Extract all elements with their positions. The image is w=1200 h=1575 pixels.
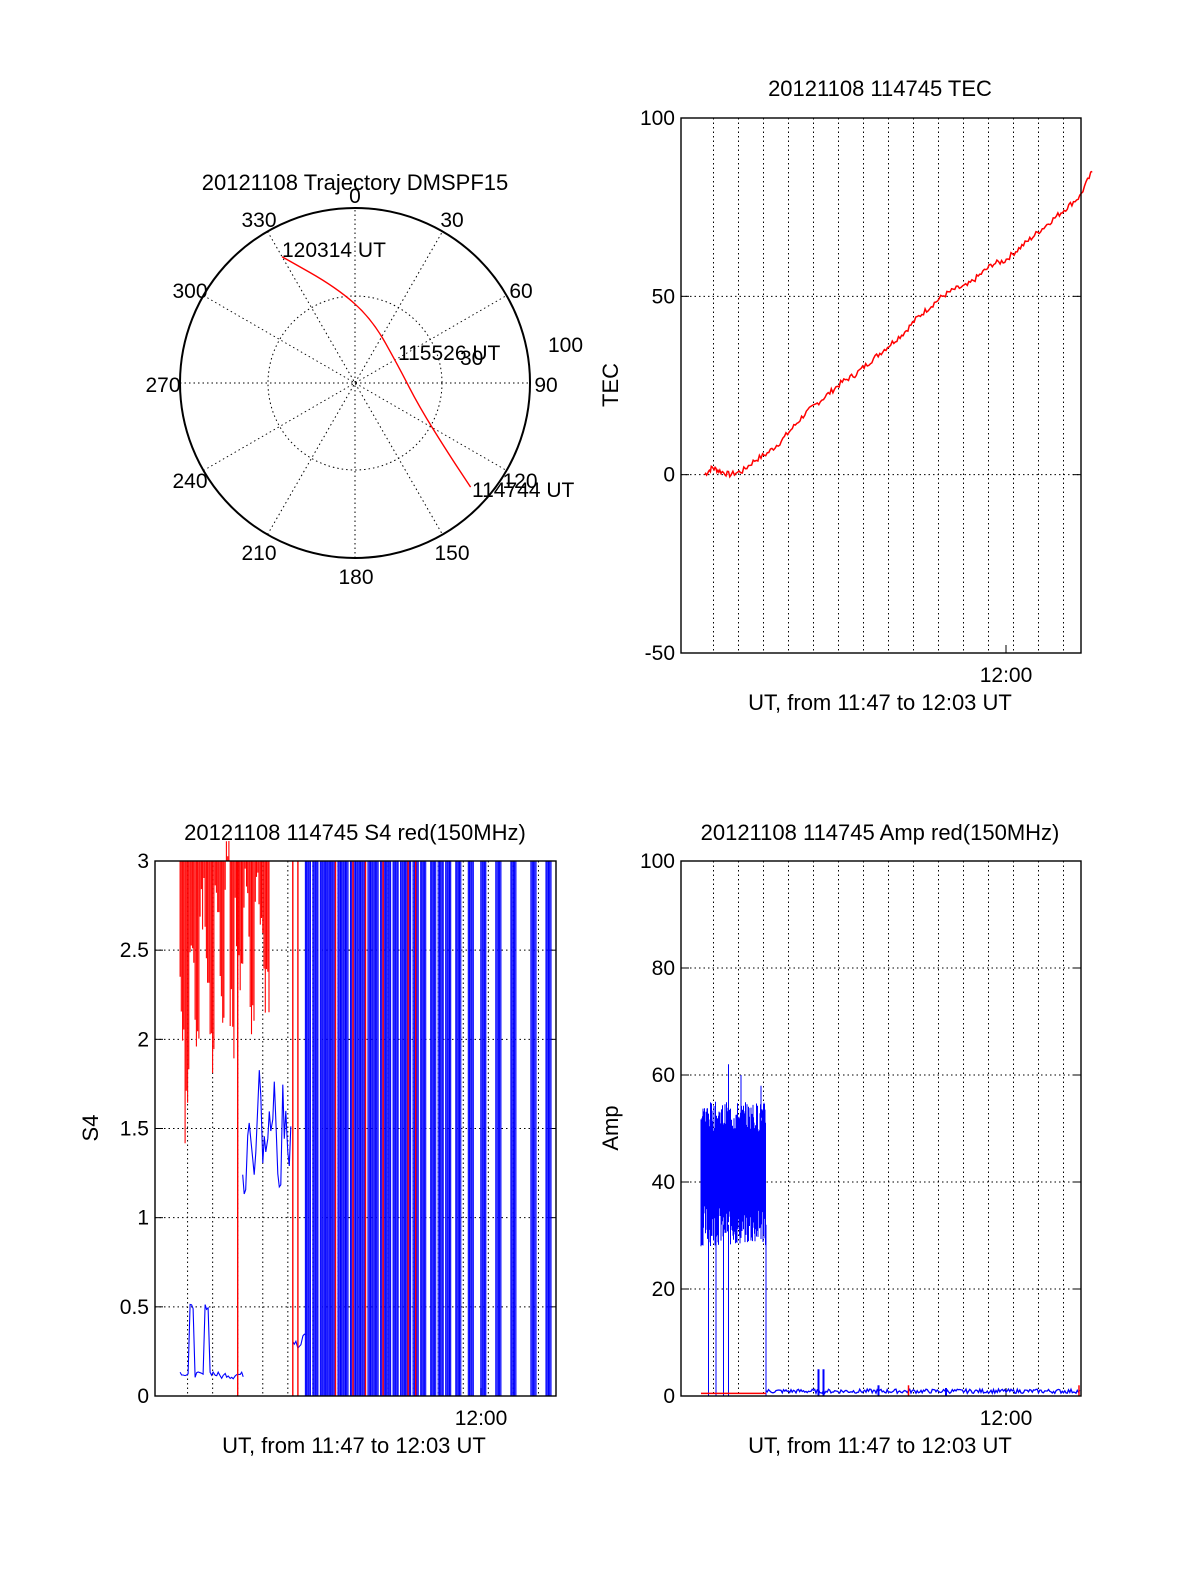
s4-x-axis-label: UT, from 11:47 to 12:03 UT bbox=[222, 1433, 486, 1458]
polar-azimuth-label: 120 bbox=[502, 470, 537, 493]
amp-y-tick-label: 60 bbox=[652, 1064, 675, 1087]
trajectory-polar-plot: 20121108 Trajectory DMSPF15 0 30 60 90 120 15… bbox=[145, 170, 583, 589]
s4-y-tick-label: 3 bbox=[137, 850, 149, 873]
s4-series bbox=[179, 841, 552, 1396]
trajectory-start-label: 120314 UT bbox=[282, 239, 386, 262]
amp-title: 20121108 114745 Amp red(150MHz) bbox=[701, 820, 1060, 845]
amp-y-tick-label: 0 bbox=[663, 1385, 675, 1408]
s4-y-tick-label: 0 bbox=[137, 1385, 149, 1408]
polar-radial-label-100: 100 bbox=[548, 334, 583, 357]
trajectory-end-label: 114744 UT bbox=[472, 479, 575, 502]
polar-radial-label-30: 30 bbox=[460, 347, 483, 370]
s4-blue-segment bbox=[292, 1333, 307, 1350]
s4-x-tick-label: 12:00 bbox=[455, 1407, 508, 1430]
s4-y-ticks: 0 0.5 1 1.5 2 2.5 3 bbox=[120, 850, 556, 1408]
polar-azimuth-label: 30 bbox=[440, 209, 463, 232]
amp-x-tick-label: 12:00 bbox=[980, 1407, 1033, 1430]
polar-azimuth-label: 150 bbox=[434, 542, 469, 565]
trajectory-line bbox=[281, 256, 472, 488]
tec-grid bbox=[681, 118, 1081, 653]
amp-y-axis-label: Amp bbox=[598, 1105, 623, 1150]
tec-y-tick-label: 0 bbox=[663, 464, 675, 487]
amp-blue-band bbox=[700, 1101, 766, 1247]
s4-y-tick-label: 2.5 bbox=[120, 939, 149, 962]
polar-azimuth-label: 210 bbox=[241, 542, 276, 565]
polar-azimuth-labels: 0 30 60 90 120 150 180 210 240 270 300 330 bbox=[145, 185, 557, 589]
amp-y-tick-label: 80 bbox=[652, 957, 675, 980]
amp-y-tick-label: 40 bbox=[652, 1171, 675, 1194]
s4-y-axis-label: S4 bbox=[78, 1115, 103, 1142]
amp-y-ticks: 0 20 40 60 80 100 bbox=[640, 850, 1081, 1408]
polar-azimuth-label: 330 bbox=[241, 209, 276, 232]
tec-x-axis-label: UT, from 11:47 to 12:03 UT bbox=[748, 690, 1012, 715]
s4-frame bbox=[154, 860, 557, 1397]
s4-blue-segment bbox=[179, 1303, 244, 1380]
polar-azimuth-label: 0 bbox=[349, 185, 361, 208]
amp-y-tick-label: 20 bbox=[652, 1278, 675, 1301]
s4-y-tick-label: 1 bbox=[137, 1207, 149, 1230]
s4-red-spikes bbox=[237, 861, 417, 1396]
polar-azimuth-label: 180 bbox=[338, 566, 373, 589]
polar-title: 20121108 Trajectory DMSPF15 bbox=[202, 170, 509, 195]
polar-azimuth-label: 60 bbox=[509, 280, 532, 303]
polar-azimuth-label: 240 bbox=[172, 470, 207, 493]
s4-blue-segment bbox=[242, 1070, 292, 1195]
amp-x-axis-label: UT, from 11:47 to 12:03 UT bbox=[748, 1433, 1012, 1458]
polar-inner-circle bbox=[267, 295, 443, 471]
tec-y-axis-label: TEC bbox=[598, 363, 623, 407]
amp-frame bbox=[680, 860, 1082, 1397]
tec-y-ticks: -50 0 50 100 bbox=[640, 107, 1081, 665]
polar-azimuth-label: 90 bbox=[534, 374, 557, 397]
s4-y-tick-label: 0.5 bbox=[120, 1296, 149, 1319]
tec-y-tick-label: 50 bbox=[652, 285, 675, 308]
s4-title: 20121108 114745 S4 red(150MHz) bbox=[184, 820, 526, 845]
amp-plot: 20121108 114745 Amp red(150MHz) 0 20 40 60 8… bbox=[598, 820, 1082, 1458]
s4-plot: 20121108 114745 S4 red(150MHz) 0 0.5 1 1.5 2… bbox=[78, 820, 557, 1458]
s4-blue-spikes bbox=[304, 861, 552, 1396]
s4-y-tick-label: 1.5 bbox=[120, 1118, 149, 1141]
amp-series bbox=[700, 1064, 1081, 1396]
tec-frame bbox=[680, 117, 1082, 654]
polar-azimuth-label: 300 bbox=[172, 280, 207, 303]
trajectory-mid-label: 115526 UT bbox=[398, 342, 501, 365]
tec-y-tick-label: -50 bbox=[645, 642, 675, 665]
amp-y-tick-label: 100 bbox=[640, 850, 675, 873]
s4-red-noise bbox=[179, 841, 270, 1144]
tec-y-tick-label: 100 bbox=[640, 107, 675, 130]
tec-series-line bbox=[704, 170, 1093, 479]
tec-plot: 20121108 114745 TEC -50 0 50 100 12:00 UT, … bbox=[598, 76, 1093, 715]
amp-grid bbox=[681, 861, 1081, 1396]
s4-y-tick-label: 2 bbox=[137, 1028, 149, 1051]
polar-azimuth-label: 270 bbox=[145, 374, 180, 397]
tec-title: 20121108 114745 TEC bbox=[768, 76, 992, 101]
tec-x-tick-label: 12:00 bbox=[980, 664, 1033, 687]
